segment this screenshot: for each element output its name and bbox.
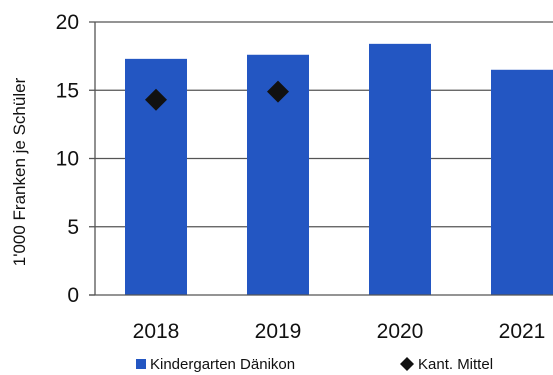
y-axis-label: 1'000 Franken je Schüler bbox=[10, 77, 29, 266]
y-tick-labels: 0 5 10 15 20 bbox=[56, 11, 79, 307]
axes bbox=[89, 21, 553, 296]
legend-swatch-diamond bbox=[400, 357, 414, 371]
y-tick-label: 5 bbox=[67, 216, 79, 239]
y-tick-label: 20 bbox=[56, 11, 79, 34]
marker-2019 bbox=[267, 80, 289, 103]
bars-series bbox=[125, 43, 553, 296]
marker-2018 bbox=[145, 88, 167, 111]
legend-label-diamond: Kant. Mittel bbox=[418, 356, 493, 373]
legend: Kindergarten Dänikon Kant. Mittel bbox=[136, 356, 493, 373]
x-tick-labels: 2018 2019 2020 2021 bbox=[133, 320, 546, 343]
x-tick-label: 2021 bbox=[499, 320, 546, 343]
x-tick-label: 2019 bbox=[255, 320, 302, 343]
x-tick-label: 2018 bbox=[133, 320, 180, 343]
legend-label-bars: Kindergarten Dänikon bbox=[150, 356, 295, 373]
bar-2020 bbox=[369, 43, 431, 296]
y-tick-label: 10 bbox=[56, 148, 79, 171]
legend-swatch-bars bbox=[136, 359, 146, 369]
x-tick-label: 2020 bbox=[377, 320, 424, 343]
markers-series bbox=[145, 80, 289, 111]
bar-2021 bbox=[491, 69, 553, 296]
y-tick-label: 0 bbox=[67, 284, 79, 307]
y-tick-label: 15 bbox=[56, 79, 79, 102]
